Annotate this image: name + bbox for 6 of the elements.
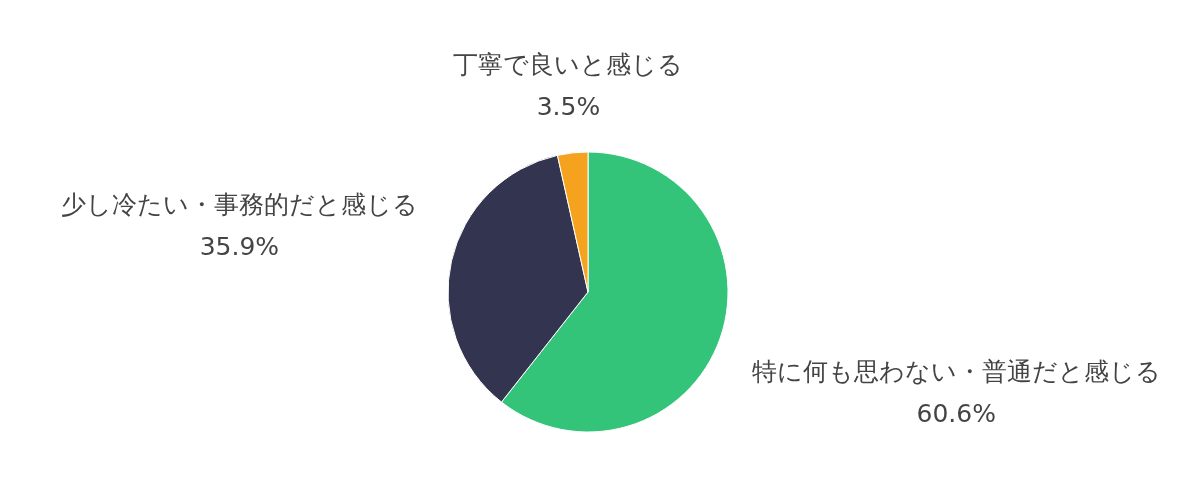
data-label: 3.5%	[536, 92, 601, 122]
data-label: 60.6%	[916, 399, 996, 429]
slice-label: 特に何も思わない・普通だと感じる	[751, 357, 1161, 387]
slice-label: 丁寧で良いと感じる	[453, 50, 684, 80]
slice-label: 少し冷たい・事務的だと感じる	[60, 189, 418, 219]
data-label: 35.9%	[199, 231, 280, 261]
